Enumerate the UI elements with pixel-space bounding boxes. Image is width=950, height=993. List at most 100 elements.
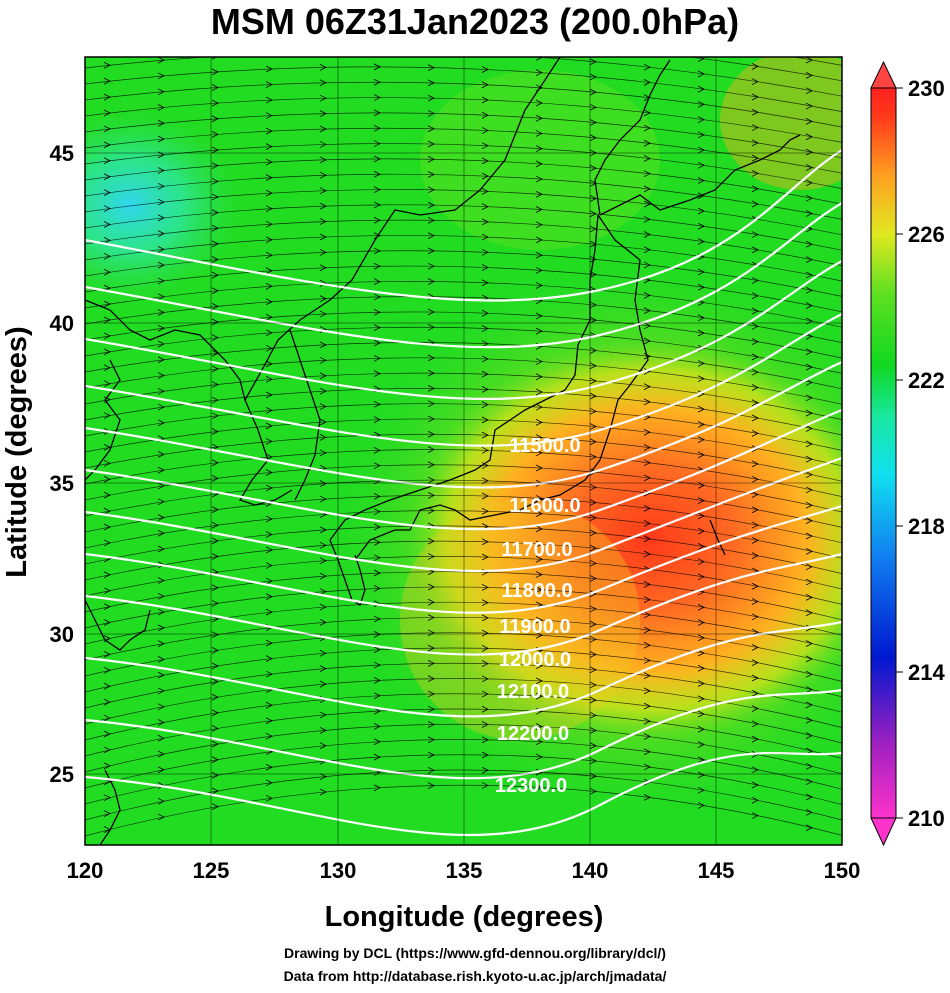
wind-arrowhead xyxy=(373,201,381,209)
wind-arrowhead xyxy=(643,94,651,101)
wind-arrowhead xyxy=(103,666,111,674)
wind-arrowhead xyxy=(805,210,813,217)
wind-arrowhead xyxy=(481,127,489,134)
wind-arrowhead xyxy=(643,687,651,695)
wind-arrowhead xyxy=(373,262,381,270)
wind-arrowhead xyxy=(157,104,165,111)
contour-line xyxy=(85,751,842,837)
wind-arrowhead xyxy=(751,781,759,789)
wind-arrowhead xyxy=(643,398,651,406)
wind-arrowhead xyxy=(103,221,111,228)
wind-arrowhead xyxy=(320,3,326,9)
wind-arrowhead xyxy=(211,600,219,607)
wind-arrowhead xyxy=(157,656,165,663)
wind-arrowhead xyxy=(751,139,759,147)
wind-arrowhead xyxy=(211,678,219,685)
wind-arrowhead xyxy=(481,782,489,789)
wind-arrowhead xyxy=(751,582,759,590)
wind-arrowhead xyxy=(805,762,813,770)
y-tick-label: 25 xyxy=(50,762,74,787)
wind-arrowhead xyxy=(319,356,327,364)
wind-arrowhead xyxy=(427,537,435,545)
wind-arrowhead xyxy=(374,18,380,24)
wind-arrowhead xyxy=(589,757,597,765)
wind-arrowhead xyxy=(589,316,597,324)
wind-arrowhead xyxy=(211,693,219,701)
wind-arrowhead xyxy=(320,34,326,40)
wind-arrowhead xyxy=(751,368,759,376)
wind-arrowhead xyxy=(751,154,759,162)
wind-arrowhead xyxy=(481,690,489,698)
wind-arrowhead xyxy=(536,39,542,45)
wind-arrowhead xyxy=(589,88,597,96)
wind-arrowhead xyxy=(643,626,651,634)
wind-arrowhead xyxy=(373,784,381,792)
wind-arrowhead xyxy=(265,515,273,523)
wind-arrowhead xyxy=(265,779,273,787)
wind-arrowhead xyxy=(590,13,596,19)
wind-arrowhead xyxy=(103,93,111,101)
wind-arrowhead xyxy=(481,660,489,667)
colorbar-tick-label: 222 xyxy=(908,368,945,393)
wind-arrowhead xyxy=(212,38,218,44)
height-contours xyxy=(85,149,842,837)
wind-arrowhead xyxy=(805,809,813,816)
wind-arrowhead xyxy=(805,379,813,386)
wind-arrowhead xyxy=(157,372,165,379)
wind-streamline xyxy=(85,112,842,159)
wind-arrowhead xyxy=(319,372,327,380)
wind-arrowhead xyxy=(481,233,489,241)
wind-arrowhead xyxy=(428,34,434,40)
wind-arrowhead xyxy=(211,412,219,420)
wind-arrowhead xyxy=(319,449,327,457)
wind-arrowhead xyxy=(589,514,597,522)
wind-arrowhead xyxy=(157,498,165,506)
wind-arrowhead xyxy=(643,459,651,467)
wind-arrowhead xyxy=(319,310,327,318)
wind-arrowhead xyxy=(481,248,489,256)
wind-arrowhead xyxy=(157,135,165,143)
wind-arrowhead xyxy=(319,495,327,503)
temperature-field xyxy=(85,3,842,845)
wind-arrowhead xyxy=(697,177,705,184)
wind-arrowhead xyxy=(428,19,434,25)
wind-arrowhead xyxy=(805,118,813,125)
wind-arrowhead xyxy=(589,711,597,719)
wind-arrowhead xyxy=(103,698,111,706)
wind-arrowhead xyxy=(427,721,435,728)
wind-arrowhead xyxy=(805,164,813,171)
contour-label: 12100.0 xyxy=(497,681,569,703)
wind-arrowhead xyxy=(211,365,219,373)
wind-arrowhead xyxy=(590,28,596,34)
wind-arrowhead xyxy=(751,277,759,284)
x-axis: 120 125 130 135 140 145 150 Longitude (d… xyxy=(67,858,861,933)
wind-arrowhead xyxy=(481,264,489,271)
wind-arrowhead xyxy=(481,431,489,439)
wind-arrowhead xyxy=(211,162,219,170)
wind-arrowhead xyxy=(373,585,381,592)
wind-arrowhead xyxy=(697,146,705,154)
wind-arrowhead xyxy=(157,214,165,222)
wind-arrowhead xyxy=(805,486,813,494)
wind-arrowhead xyxy=(751,170,759,177)
wind-arrowhead xyxy=(805,256,813,263)
wind-arrowhead xyxy=(535,373,543,381)
wind-arrowhead xyxy=(157,356,165,364)
wind-arrowhead xyxy=(697,360,705,367)
wind-arrowhead xyxy=(157,766,165,774)
wind-arrowhead xyxy=(428,3,434,9)
wind-streamline xyxy=(85,769,842,821)
wind-arrowhead xyxy=(103,571,111,579)
wind-arrowhead xyxy=(265,236,273,244)
wind-streamline xyxy=(85,250,842,297)
wind-arrowhead xyxy=(589,681,597,689)
wind-arrowhead xyxy=(157,293,165,301)
wind-arrowhead xyxy=(481,325,489,332)
wind-arrowhead xyxy=(535,251,543,259)
wind-arrowhead xyxy=(427,64,435,71)
wind-arrowhead xyxy=(428,49,434,55)
wind-arrowhead xyxy=(265,267,273,275)
wind-arrowhead xyxy=(481,203,489,210)
wind-arrowhead xyxy=(211,803,219,811)
wind-arrowhead xyxy=(157,592,165,600)
